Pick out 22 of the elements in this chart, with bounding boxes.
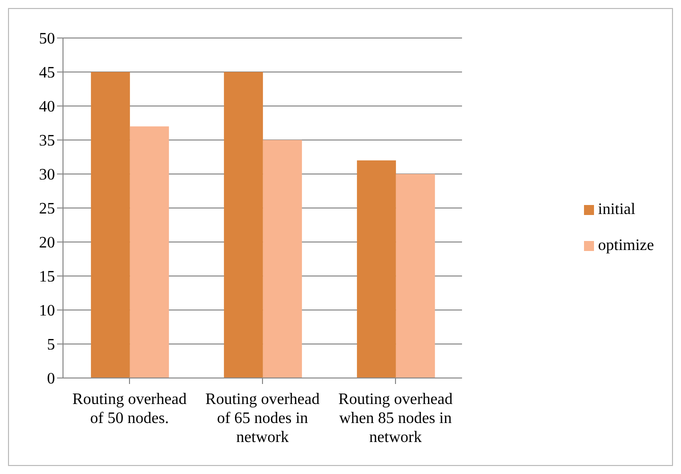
- y-tick-label: 30: [39, 166, 55, 184]
- x-tick-label: Routing overhead of 50 nodes.: [72, 391, 187, 427]
- bar: [224, 72, 263, 378]
- bar: [262, 140, 302, 378]
- y-tick-label: 25: [39, 200, 55, 218]
- bar: [396, 174, 435, 378]
- legend-label: optimize: [598, 237, 654, 255]
- y-tick-label: 0: [47, 370, 55, 388]
- y-tick-label: 50: [39, 30, 55, 48]
- y-tick-label: 5: [47, 336, 55, 354]
- bar: [356, 160, 396, 378]
- y-tick-label: 10: [39, 302, 55, 320]
- x-tick-label: Routing overhead when 85 nodes in network: [338, 391, 453, 446]
- bar: [90, 72, 130, 378]
- y-tick-label: 45: [39, 64, 55, 82]
- y-tick-label: 35: [39, 132, 55, 150]
- y-tick-label: 20: [39, 234, 55, 252]
- y-tick-label: 15: [39, 268, 55, 286]
- bar: [130, 126, 169, 378]
- x-tick-label: Routing overhead of 65 nodes in network: [205, 391, 320, 446]
- legend-label: initial: [598, 201, 636, 219]
- y-tick-label: 40: [39, 98, 55, 116]
